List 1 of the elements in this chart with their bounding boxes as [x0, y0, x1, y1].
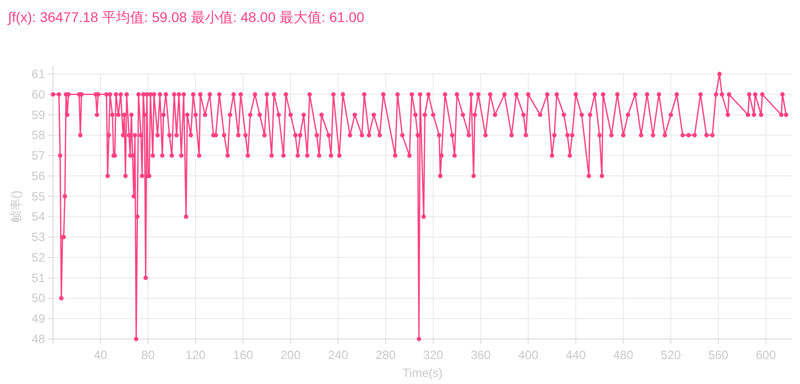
chart-title: ∫f(x): 36477.18 平均值: 59.08 最小值: 48.00 最大值: 61.00: [7, 9, 365, 25]
